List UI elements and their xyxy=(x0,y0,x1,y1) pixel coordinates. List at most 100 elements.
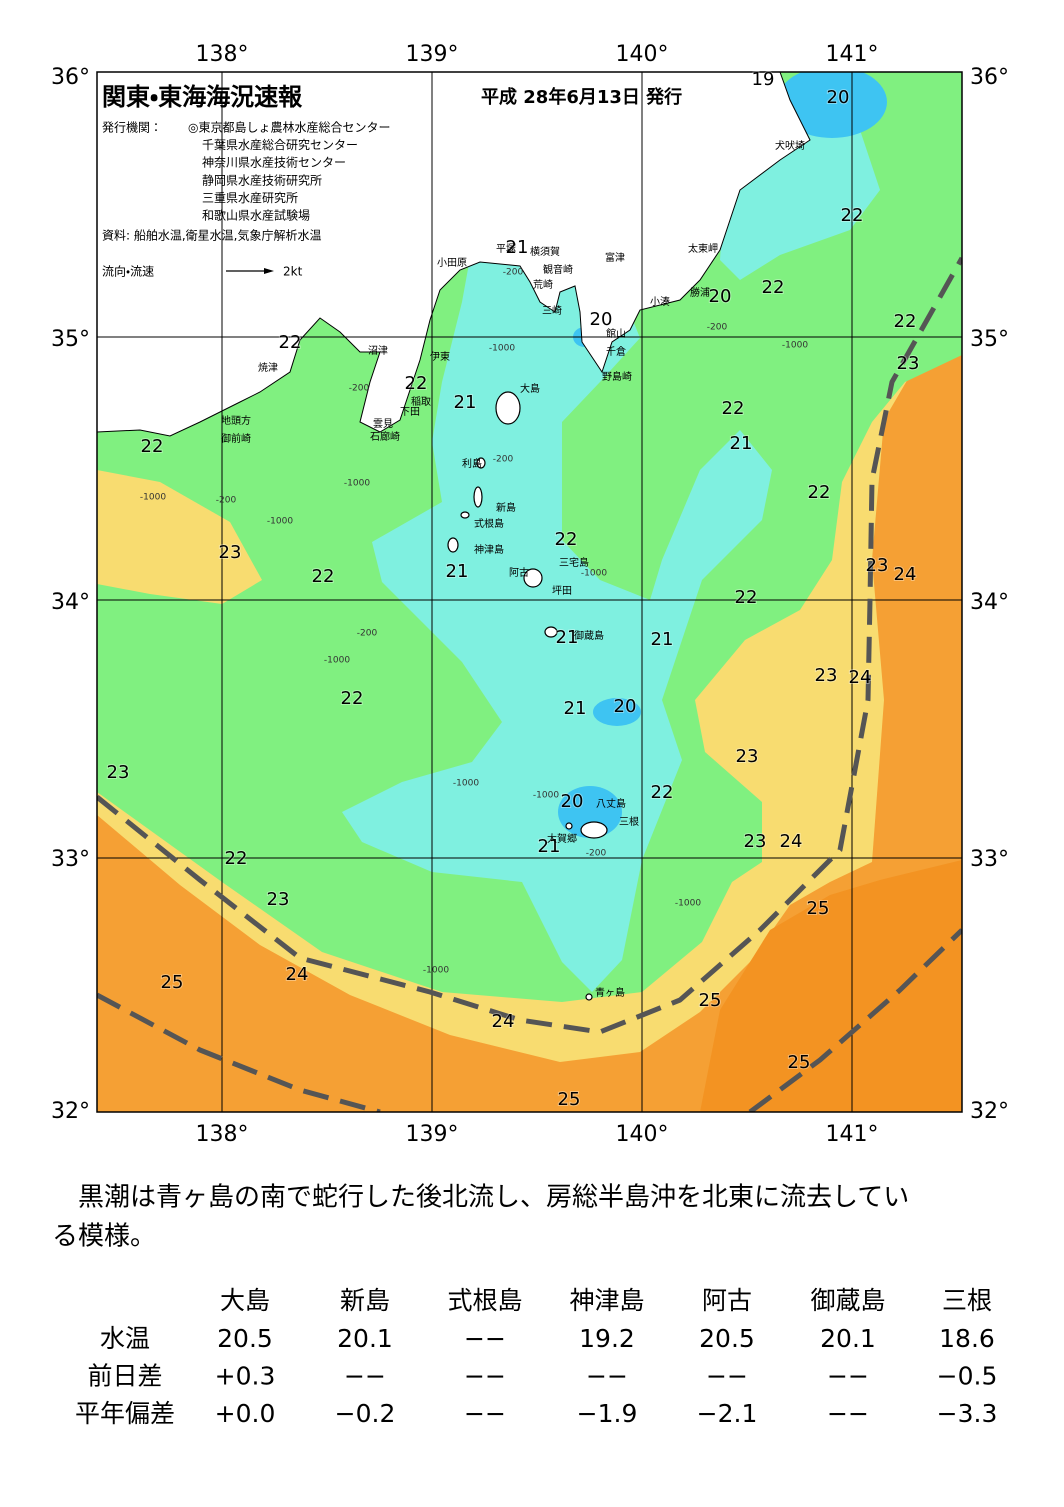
table-header: 御蔵島 xyxy=(810,1286,885,1315)
table-cell: −3.3 xyxy=(937,1399,998,1428)
kuroshio-axis xyxy=(97,256,962,1112)
publisher: ◎東京都島しょ農林水産総合センター xyxy=(188,120,390,135)
isotherm-label: 24 xyxy=(492,1011,515,1032)
latitude-label: 32° xyxy=(970,1099,1009,1124)
place-name: 平塚 xyxy=(496,243,516,255)
isotherm-label: 23 xyxy=(866,555,889,576)
latitude-label: 35° xyxy=(51,327,90,352)
table-cell: −2.1 xyxy=(697,1399,758,1428)
row-label: 水温 xyxy=(100,1324,150,1353)
depth-label: -1000 xyxy=(675,899,701,909)
depth-label: -200 xyxy=(503,268,524,278)
table-cell: 20.5 xyxy=(217,1324,273,1353)
issue-date: 平成 28年6月13日 発行 xyxy=(481,86,682,108)
place-name: 御前崎 xyxy=(221,432,251,445)
isotherm-label: 22 xyxy=(722,398,745,419)
place-name: 沼津 xyxy=(368,344,388,357)
place-name: 御蔵島 xyxy=(574,629,604,642)
table-cell: −0.2 xyxy=(335,1399,396,1428)
table-cell: 18.6 xyxy=(939,1324,995,1353)
isotherm-label: 23 xyxy=(815,665,838,686)
isotherm-label: 22 xyxy=(841,205,864,226)
title: 関東・東海海況速報 xyxy=(102,83,303,111)
latitude-label: 36° xyxy=(970,65,1009,90)
depth-label: -1000 xyxy=(581,569,607,579)
longitude-label: 141° xyxy=(826,1122,879,1147)
land xyxy=(97,72,811,437)
isotherm-label: 22 xyxy=(341,688,364,709)
graticule xyxy=(97,72,962,1112)
place-name: 青ヶ島 xyxy=(595,986,625,999)
isotherm-label: 20 xyxy=(709,286,732,307)
place-name: 阿古 xyxy=(509,566,529,579)
sources: 資料: 船舶水温,衛星水温,気象庁解析水温 xyxy=(102,228,322,243)
isotherm-label: 25 xyxy=(788,1052,811,1073)
table-header: 神津島 xyxy=(569,1286,644,1315)
longitude-label: 140° xyxy=(616,1122,669,1147)
isotherm-label: 21 xyxy=(446,561,469,582)
table-cell: 20.1 xyxy=(337,1324,393,1353)
depth-label: -1000 xyxy=(423,966,449,976)
map-frame xyxy=(96,71,963,1113)
isotherm-label: 22 xyxy=(762,277,785,298)
place-name: 地頭方 xyxy=(221,414,251,427)
longitude-label: 140° xyxy=(616,42,669,67)
place-name: 三根 xyxy=(619,815,639,828)
depth-label: -200 xyxy=(216,496,237,506)
latitude-label: 33° xyxy=(51,847,90,872)
isotherm-label: 22 xyxy=(651,782,674,803)
longitude-label: 138° xyxy=(196,42,249,67)
depth-label: -200 xyxy=(707,323,728,333)
isotherm-label: 21 xyxy=(538,836,561,857)
sea-temperature-map xyxy=(97,72,962,1112)
place-name: 太東岬 xyxy=(688,242,718,255)
depth-label: -1000 xyxy=(344,479,370,489)
isotherm-label: 24 xyxy=(849,667,872,688)
isotherm-label: 21 xyxy=(730,433,753,454)
place-name: 観音崎 xyxy=(543,263,573,276)
isotherm-label: 23 xyxy=(107,762,130,783)
depth-label: -1000 xyxy=(782,341,808,351)
isotherm-label: 22 xyxy=(894,311,917,332)
isotherm-label: 23 xyxy=(219,542,242,563)
depth-label: -1000 xyxy=(324,656,350,666)
table-cell: +0.0 xyxy=(215,1399,276,1428)
publisher: 和歌山県水産試験場 xyxy=(202,208,310,223)
isotherm-label: 22 xyxy=(405,373,428,394)
latitude-label: 34° xyxy=(51,590,90,615)
table-cell: −− xyxy=(464,1324,506,1353)
zone-21 xyxy=(342,252,772,992)
latitude-label: 34° xyxy=(970,590,1009,615)
table-cell: −− xyxy=(464,1399,506,1428)
table-header: 新島 xyxy=(340,1286,390,1315)
isotherm-label: 22 xyxy=(225,848,248,869)
longitude-label: 141° xyxy=(826,42,879,67)
isotherm-label: 24 xyxy=(780,831,803,852)
place-name: 神津島 xyxy=(474,543,504,556)
table-cell: −− xyxy=(706,1362,748,1391)
depth-label: -200 xyxy=(357,629,378,639)
longitude-label: 138° xyxy=(196,1122,249,1147)
place-name: 小田原 xyxy=(437,257,467,269)
isotherm-label: 22 xyxy=(735,587,758,608)
place-name: 犬吠埼 xyxy=(775,139,805,152)
place-name: 勝浦 xyxy=(690,286,710,299)
place-name: 式根島 xyxy=(474,517,504,530)
place-name: 三宅島 xyxy=(559,556,589,569)
depth-label: -1000 xyxy=(533,791,559,801)
place-name: 横須賀 xyxy=(530,245,560,258)
zone-20 xyxy=(558,786,622,838)
place-name: 伊東 xyxy=(430,350,450,363)
latitude-label: 35° xyxy=(970,327,1009,352)
table-cell: −− xyxy=(827,1362,869,1391)
isotherm-label: 25 xyxy=(161,972,184,993)
depth-label: -1000 xyxy=(267,517,293,527)
depth-label: -200 xyxy=(493,455,514,465)
publisher: 神奈川県水産技術センター xyxy=(202,155,346,170)
isotherm-label: 25 xyxy=(807,898,830,919)
table-header: 阿古 xyxy=(702,1286,752,1315)
place-name: 大賀郷 xyxy=(547,832,577,845)
table-cell: 20.5 xyxy=(699,1324,755,1353)
